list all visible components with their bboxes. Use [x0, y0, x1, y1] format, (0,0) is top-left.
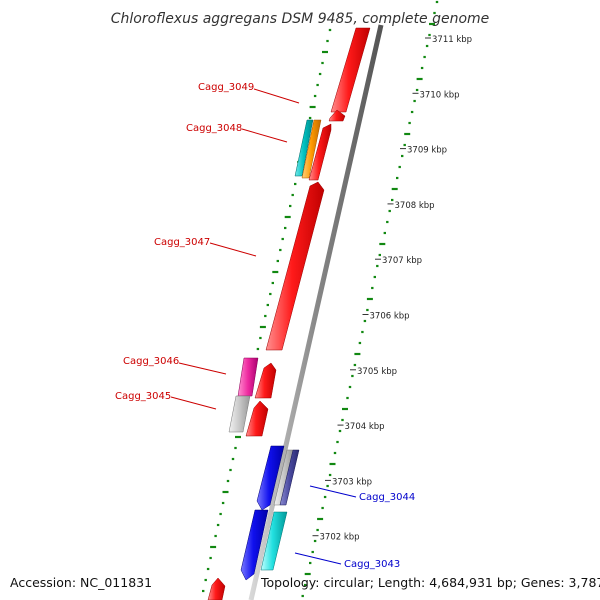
gene-cagg-3044-blue[interactable]	[256, 445, 285, 511]
gene-cagg-3042[interactable]	[207, 577, 226, 600]
scale-ticks: 3711 kbp 3710 kbp 3709 kbp 3708 kbp 3707 kbp…	[312, 35, 472, 543]
scale-tick-label: 3702 kbp	[320, 533, 360, 543]
gene-cagg-3048-b[interactable]	[308, 123, 332, 181]
gene-label-leader	[170, 396, 217, 410]
gene-labels: Cagg_3049 Cagg_3048 Cagg_3047 Cagg_3046 Cagg…	[115, 82, 415, 570]
gene-label[interactable]: Cagg_3044	[359, 492, 415, 503]
gene-label[interactable]: Cagg_3048	[186, 123, 242, 134]
right-dotted-track	[301, 0, 439, 598]
topology-text: Topology: circular; Length: 4,684,931 bp…	[260, 575, 600, 590]
gene-label[interactable]: Cagg_3045	[115, 391, 171, 402]
scale-tick-label: 3711 kbp	[432, 35, 472, 45]
gene-cagg-3050[interactable]	[330, 27, 371, 113]
gene-cagg-3046[interactable]	[254, 362, 277, 399]
gene-label-leader	[178, 362, 227, 375]
scale-tick-label: 3709 kbp	[407, 146, 447, 156]
gene-label-leader	[241, 128, 288, 143]
forward-strand-genes	[207, 27, 371, 600]
gene-label-leader	[253, 88, 300, 104]
gene-cagg-3045[interactable]	[245, 400, 269, 437]
map-title: Chloroflexus aggregans DSM 9485, complet…	[111, 11, 490, 27]
gene-cagg-3047[interactable]	[265, 181, 325, 351]
gene-cagg-3043-cyan[interactable]	[260, 511, 288, 571]
scale-tick-label: 3710 kbp	[420, 90, 460, 100]
gene-label[interactable]: Cagg_3049	[198, 82, 254, 93]
gene-cagg-3043-blue[interactable]	[240, 509, 269, 581]
gene-label-leader	[294, 552, 342, 565]
scale-tick-label: 3704 kbp	[345, 422, 385, 432]
scale-tick-label: 3703 kbp	[332, 477, 372, 487]
gene-cagg-3044-purple[interactable]	[279, 449, 300, 506]
scale-tick-label: 3705 kbp	[357, 367, 397, 377]
reverse-strand-genes	[228, 119, 322, 581]
gene-cagg-3048-teal[interactable]	[294, 119, 314, 177]
gene-label[interactable]: Cagg_3043	[344, 559, 400, 570]
gene-cagg-3046-magenta[interactable]	[237, 357, 259, 397]
scale-tick-label: 3708 kbp	[395, 201, 435, 211]
gene-label-leader	[309, 485, 357, 498]
genome-backbone	[248, 24, 384, 600]
gene-label[interactable]: Cagg_3047	[154, 237, 210, 248]
gene-cagg-3045-gray[interactable]	[228, 395, 251, 433]
accession-text: Accession: NC_011831	[10, 575, 152, 590]
gene-label[interactable]: Cagg_3046	[123, 356, 179, 367]
scale-tick-label: 3707 kbp	[382, 256, 422, 266]
gene-cagg-3049[interactable]	[328, 109, 346, 122]
gene-label-leader	[209, 242, 257, 257]
gene-cagg-3048-orange[interactable]	[301, 119, 322, 179]
scale-tick-label: 3706 kbp	[370, 312, 410, 322]
